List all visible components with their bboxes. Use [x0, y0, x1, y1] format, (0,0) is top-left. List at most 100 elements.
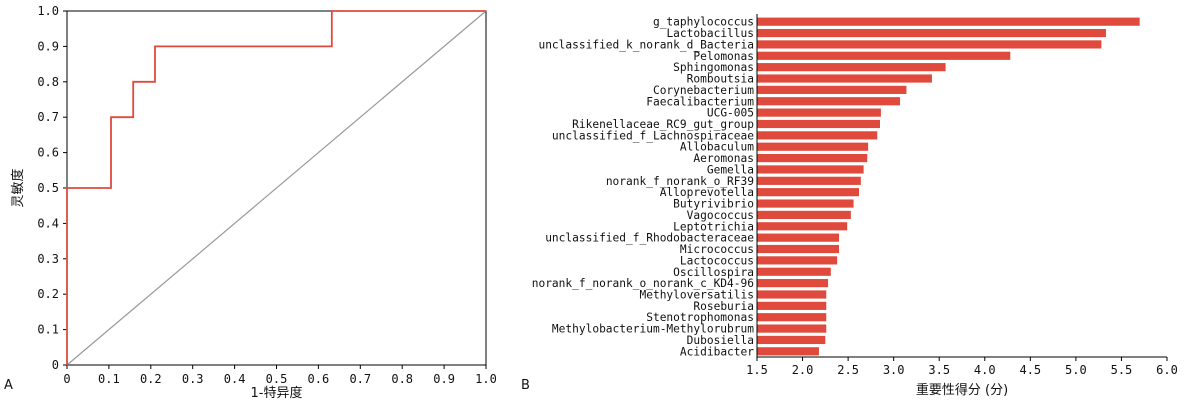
roc-y-tick-label: 0	[52, 358, 59, 372]
roc-x-tick-label: 0.7	[349, 372, 371, 386]
roc-x-axis-label: 1-特异度	[251, 385, 303, 401]
taxon-label: Allobaculum	[680, 141, 754, 154]
roc-y-tick-label: 0.3	[37, 252, 59, 266]
taxon-label: unclassified_k_norank_d_Bacteria	[538, 38, 754, 51]
importance-bar	[757, 108, 881, 117]
importance-bar	[757, 40, 1102, 49]
importance-bar	[757, 17, 1140, 26]
importance-x-tick-label: 5.5	[1111, 363, 1133, 377]
taxon-label: Micrococcus	[680, 243, 754, 256]
roc-x-tick-label: 1.0	[475, 372, 497, 386]
roc-y-tick-label: 0.7	[37, 110, 59, 124]
importance-bar	[757, 233, 839, 242]
importance-bar	[757, 176, 861, 185]
roc-x-tick-label: 0.5	[266, 372, 288, 386]
importance-bar	[757, 290, 827, 299]
panel-label-a: A	[4, 378, 13, 393]
importance-bar	[757, 97, 901, 106]
taxon-label: norank_f_norank_o_RF39	[606, 175, 754, 188]
importance-bar	[757, 279, 829, 288]
taxon-label: Dubosiella	[687, 334, 754, 347]
importance-x-tick-label: 5.0	[1065, 363, 1087, 377]
importance-bar	[757, 267, 831, 276]
taxon-label: Rikenellaceae_RC9_gut_group	[572, 118, 754, 131]
taxon-label: Methylobacterium-Methylorubrum	[552, 323, 754, 336]
taxon-label: Romboutsia	[687, 73, 754, 86]
importance-bar	[757, 28, 1106, 38]
taxon-label: UCG-005	[707, 107, 754, 120]
importance-bar	[757, 63, 946, 72]
roc-x-tick-label: 0.8	[391, 372, 413, 386]
roc-x-tick-label: 0.9	[433, 372, 455, 386]
taxon-label: g_taphylococcus	[653, 16, 754, 29]
importance-bar	[757, 335, 826, 345]
importance-bar	[757, 244, 839, 254]
importance-x-tick-label: 3.0	[883, 363, 905, 377]
importance-bar	[757, 324, 827, 333]
importance-x-tick-label: 4.0	[974, 363, 996, 377]
importance-bar	[757, 153, 868, 163]
taxon-label: unclassified_f_Lachnospiraceae	[552, 129, 754, 142]
taxon-label: Oscillospira	[673, 266, 754, 279]
taxon-label: Stenotrophomonas	[646, 311, 754, 324]
roc-y-tick-label: 0.8	[37, 75, 59, 89]
roc-x-tick-label: 0	[63, 372, 70, 386]
importance-x-tick-label: 6.0	[1156, 363, 1178, 377]
taxon-label: Sphingomonas	[673, 61, 754, 74]
taxon-label: Butyrivibrio	[673, 198, 754, 211]
taxon-label: unclassified_f_Rhodobacteraceae	[545, 232, 754, 245]
importance-bar	[757, 256, 838, 265]
roc-x-tick-label: 0.4	[224, 372, 246, 386]
taxon-label: Alloprevotella	[660, 186, 754, 199]
taxon-label: Gemella	[707, 163, 754, 176]
importance-bar	[757, 119, 880, 129]
roc-y-tick-label: 1.0	[37, 4, 59, 18]
roc-panel: 0 0.1 0.2 0.3 0.4 0.5 0.6 0.7 0.8 0.9 1.0 0 0.1 0.2 0.…	[10, 4, 497, 401]
importance-bar	[757, 131, 878, 140]
importance-x-tick-label: 2.0	[792, 363, 814, 377]
importance-bar	[757, 347, 819, 356]
importance-x-axis-label: 重要性得分 (分)	[916, 382, 1008, 398]
panel-label-b: B	[521, 378, 530, 393]
roc-x-tick-label: 0.6	[308, 372, 330, 386]
taxon-label: Roseburia	[693, 300, 754, 313]
roc-x-tick-label: 0.1	[98, 372, 120, 386]
taxon-label: Lactobacillus	[666, 27, 754, 40]
taxon-label: Vagococcus	[687, 209, 754, 222]
taxon-label: Methyloversatilis	[639, 288, 754, 301]
importance-panel: g_taphylococcusLactobacillusunclassified…	[532, 14, 1178, 398]
importance-bar	[757, 199, 854, 208]
importance-bar	[757, 301, 827, 310]
roc-y-tick-label: 0.9	[37, 39, 59, 53]
taxon-label: Lactococcus	[680, 254, 754, 267]
importance-x-tick-label: 1.5	[746, 363, 768, 377]
importance-bar	[757, 222, 848, 231]
roc-y-tick-label: 0.1	[37, 323, 59, 337]
importance-x-tick-label: 2.5	[837, 363, 859, 377]
roc-y-axis-label: 灵敏度	[10, 168, 26, 207]
importance-bar	[757, 142, 869, 151]
roc-x-tick-label: 0.2	[140, 372, 162, 386]
importance-bar	[757, 74, 932, 83]
importance-x-tick-label: 4.5	[1019, 363, 1041, 377]
roc-y-tick-label: 0.6	[37, 146, 59, 160]
roc-y-tick-label: 0.2	[37, 287, 59, 301]
roc-reference-line	[66, 10, 487, 366]
importance-bar	[757, 165, 864, 174]
importance-bar	[757, 313, 827, 322]
importance-bar	[757, 210, 851, 220]
importance-x-tick-label: 3.5	[928, 363, 950, 377]
roc-y-tick-label: 0.5	[37, 181, 59, 195]
taxon-label: Aeromonas	[693, 152, 754, 165]
roc-y-tick-label: 0.4	[37, 216, 59, 230]
taxon-label: Leptotrichia	[673, 220, 754, 233]
taxon-label: Faecalibacterium	[646, 95, 754, 108]
taxon-label: Corynebacterium	[653, 84, 754, 97]
roc-x-tick-label: 0.3	[182, 372, 204, 386]
taxon-label: Acidibacter	[680, 345, 754, 358]
importance-bar	[757, 188, 860, 197]
taxon-label: Pelomonas	[693, 50, 754, 63]
importance-bar	[757, 51, 1011, 60]
